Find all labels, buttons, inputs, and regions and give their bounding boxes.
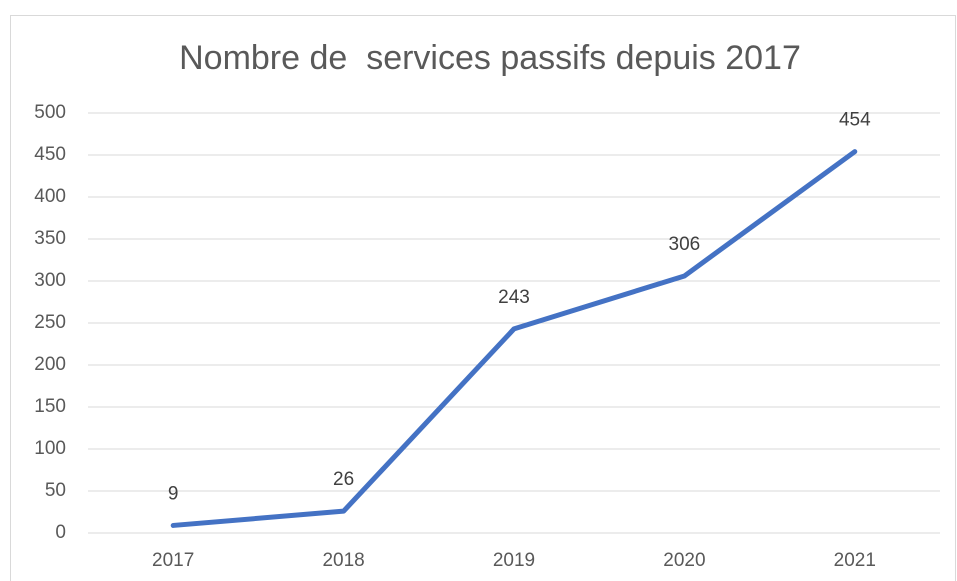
line xyxy=(170,149,858,528)
data-label: 9 xyxy=(168,483,179,504)
x-tick-label: 2017 xyxy=(152,550,194,571)
y-tick-label: 500 xyxy=(34,102,66,123)
x-tick-label: 2020 xyxy=(663,550,705,571)
data-label: 243 xyxy=(498,287,530,308)
chart-border xyxy=(10,15,956,581)
y-tick-label: 450 xyxy=(34,144,66,165)
data-label: 306 xyxy=(669,234,701,255)
y-tick-label: 400 xyxy=(34,186,66,207)
x-tick-label: 2019 xyxy=(493,550,535,571)
y-tick-label: 50 xyxy=(45,480,66,501)
data-label: 454 xyxy=(839,110,871,131)
y-tick-label: 350 xyxy=(34,228,66,249)
y-tick-label: 0 xyxy=(55,522,66,543)
y-tick-label: 150 xyxy=(34,396,66,417)
y-tick-label: 300 xyxy=(34,270,66,291)
y-tick-label: 250 xyxy=(34,312,66,333)
data-label: 26 xyxy=(333,469,354,490)
y-tick-label: 200 xyxy=(34,354,66,375)
chart-title: Nombre de services passifs depuis 2017 xyxy=(179,39,801,77)
x-tick-label: 2018 xyxy=(322,550,364,571)
y-tick-label: 100 xyxy=(34,438,66,459)
x-tick-label: 2021 xyxy=(834,550,876,571)
